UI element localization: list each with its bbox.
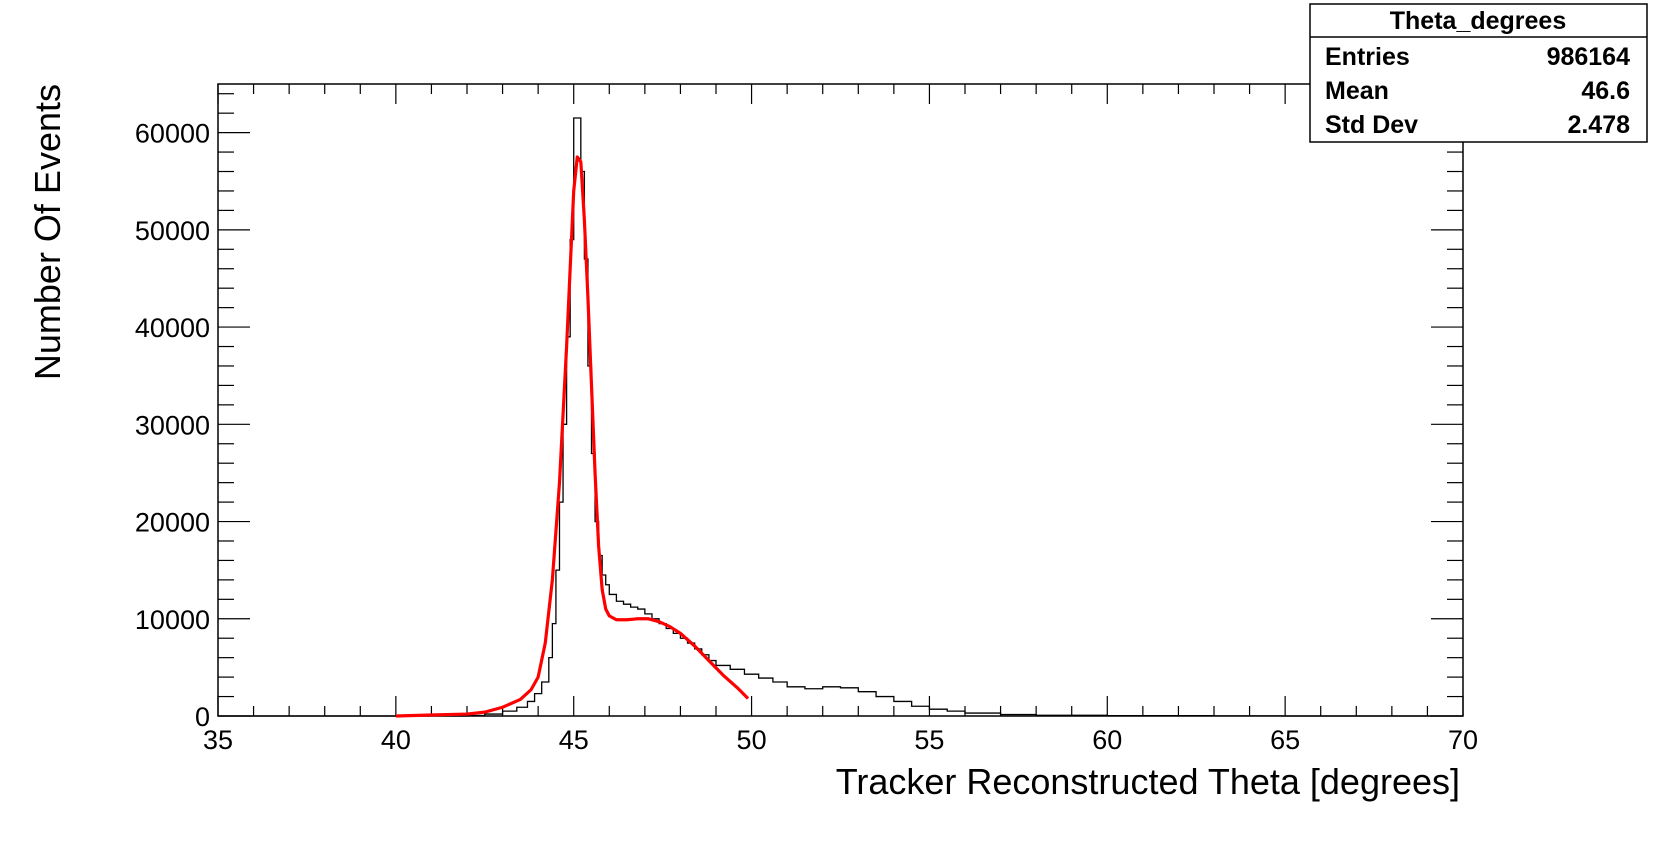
stats-stddev-value: 2.478	[1567, 111, 1630, 139]
stats-title: Theta_degrees	[1390, 7, 1566, 35]
stats-box: Theta_degrees Entries 986164 Mean 46.6 S…	[1309, 3, 1648, 143]
x-tick-label: 35	[203, 725, 233, 755]
histogram-line	[218, 117, 1463, 717]
y-tick-label: 40000	[135, 313, 210, 343]
y-tick-label: 60000	[135, 119, 210, 149]
fit-curve	[395, 155, 750, 718]
stats-mean-label: Mean	[1325, 77, 1389, 105]
axis-ticks	[217, 84, 1464, 717]
stats-stddev-label: Std Dev	[1325, 111, 1418, 139]
axis-tick-labels: 35 40 45 50 55 60 65 70 0 10000 20000 30000 40000 500…	[135, 119, 1478, 755]
y-tick-label: 50000	[135, 216, 210, 246]
stats-entries-value: 986164	[1547, 43, 1631, 71]
y-tick-label: 10000	[135, 605, 210, 635]
x-tick-label: 60	[1092, 725, 1122, 755]
x-tick-label: 70	[1448, 725, 1478, 755]
x-tick-label: 65	[1270, 725, 1300, 755]
x-tick-label: 50	[737, 725, 767, 755]
x-tick-label: 40	[381, 725, 411, 755]
y-axis-title: Number Of Events	[27, 84, 68, 380]
x-axis-title: Tracker Reconstructed Theta [degrees]	[836, 761, 1460, 802]
x-tick-label: 55	[914, 725, 944, 755]
stats-mean-value: 46.6	[1581, 77, 1630, 105]
x-tick-label: 45	[559, 725, 589, 755]
y-tick-label: 30000	[135, 410, 210, 440]
y-tick-label: 0	[195, 702, 210, 732]
y-tick-label: 20000	[135, 508, 210, 538]
plot-frame	[217, 83, 1464, 717]
stats-entries-label: Entries	[1325, 43, 1410, 71]
